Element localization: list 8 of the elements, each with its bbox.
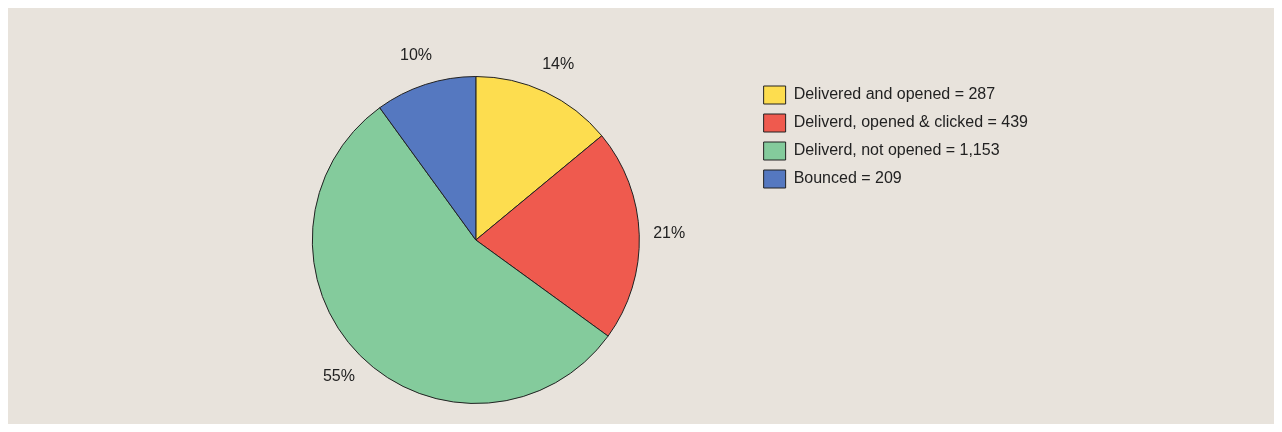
legend-label: Deliverd, opened & clicked = 439 xyxy=(793,113,1029,131)
data-label: 55% xyxy=(322,367,356,385)
data-label: 10% xyxy=(400,46,433,64)
data-label: 14% xyxy=(542,55,575,73)
legend-label: Delivered and opened = 287 xyxy=(793,85,996,103)
legend-label: Deliverd, not opened = 1,153 xyxy=(793,141,1000,159)
data-label: 21% xyxy=(653,224,686,242)
legend-label: Bounced = 209 xyxy=(793,169,902,187)
